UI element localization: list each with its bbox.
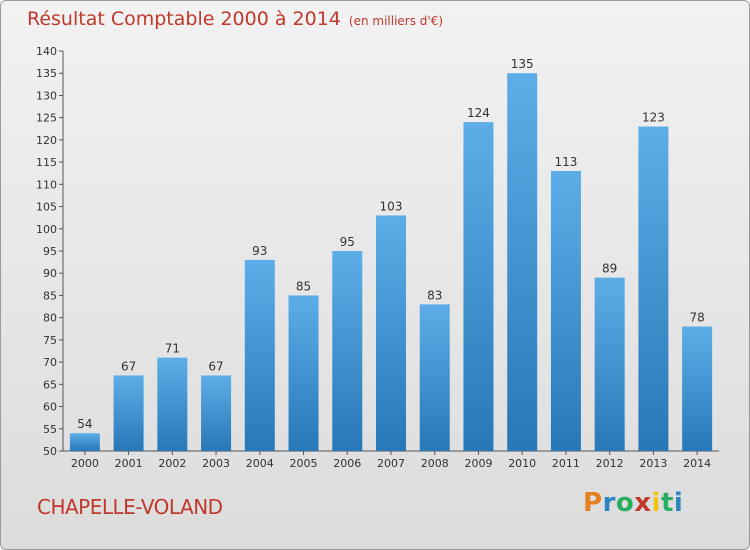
proxiti-logo: Proxiti <box>583 488 684 518</box>
x-tick-label-2013: 2013 <box>639 457 667 470</box>
bar-2001 <box>113 375 144 451</box>
y-tick-label: 105 <box>36 201 57 214</box>
chart-unit: (en milliers d'€) <box>348 14 444 28</box>
y-tick-label: 110 <box>36 178 57 191</box>
bar-2008 <box>419 304 450 451</box>
bar-2002 <box>157 357 188 451</box>
x-tick-label-2010: 2010 <box>508 457 536 470</box>
data-label-2006: 95 <box>340 235 355 249</box>
bar-2011 <box>550 171 581 451</box>
y-tick-label: 100 <box>36 223 57 236</box>
bars: 54 67 71 67 93 85 95 103 83 124 135 113 89 123 78 <box>69 57 713 452</box>
bar-2009 <box>463 122 494 451</box>
data-label-2013: 123 <box>642 111 665 125</box>
y-tick-label: 50 <box>43 445 57 458</box>
y-tick-label: 95 <box>43 245 57 258</box>
x-tick-label-2002: 2002 <box>158 457 186 470</box>
y-tick-label: 70 <box>43 356 57 369</box>
x-tick-label-2006: 2006 <box>333 457 361 470</box>
x-tick-label-2004: 2004 <box>246 457 274 470</box>
y-tick-label: 135 <box>36 67 57 80</box>
x-tick-label-2007: 2007 <box>377 457 405 470</box>
x-tick-label-2001: 2001 <box>115 457 143 470</box>
y-tick-label: 130 <box>36 89 57 102</box>
x-tick-label-2008: 2008 <box>421 457 449 470</box>
x-tick-label-2011: 2011 <box>552 457 580 470</box>
data-label-2001: 67 <box>121 359 136 373</box>
bar-2014 <box>682 326 713 451</box>
y-tick-label: 85 <box>43 289 57 302</box>
bar-2010 <box>507 73 538 451</box>
place-name: CHAPELLE-VOLAND <box>37 495 223 519</box>
data-label-2008: 83 <box>427 288 442 302</box>
x-tick-label-2012: 2012 <box>596 457 624 470</box>
bar-2004 <box>244 259 275 451</box>
x-tick-label-2014: 2014 <box>683 457 711 470</box>
bar-2000 <box>69 433 100 451</box>
y-tick-label: 90 <box>43 267 57 280</box>
y-tick-label: 75 <box>43 334 57 347</box>
bar-2013 <box>638 126 669 452</box>
y-tick-label: 140 <box>36 45 57 58</box>
chart-title: Résultat Comptable 2000 à 2014 (en millie… <box>27 8 443 30</box>
data-label-2011: 113 <box>554 155 577 169</box>
y-tick-label: 55 <box>43 423 57 436</box>
x-tick-label-2005: 2005 <box>290 457 318 470</box>
bar-2006 <box>332 251 363 451</box>
y-tick-label: 60 <box>43 401 57 414</box>
x-tick-label-2003: 2003 <box>202 457 230 470</box>
bar-2003 <box>201 375 232 451</box>
y-tick-label: 115 <box>36 156 57 169</box>
x-tick-label-2009: 2009 <box>464 457 492 470</box>
y-tick-label: 65 <box>43 378 57 391</box>
bar-2012 <box>594 277 625 451</box>
bar-2005 <box>288 295 319 451</box>
y-tick-label: 125 <box>36 112 57 125</box>
bar-2007 <box>376 215 406 451</box>
data-label-2010: 135 <box>511 57 534 71</box>
data-label-2000: 54 <box>77 417 92 431</box>
data-label-2002: 71 <box>165 342 180 356</box>
x-tick-label-2000: 2000 <box>71 457 99 470</box>
y-tick-label: 120 <box>36 134 57 147</box>
data-label-2007: 103 <box>380 199 403 213</box>
chart-title-text: Résultat Comptable 2000 à 2014 <box>27 8 341 30</box>
data-label-2009: 124 <box>467 106 490 120</box>
data-label-2005: 85 <box>296 279 311 293</box>
data-label-2014: 78 <box>689 311 704 325</box>
data-label-2003: 67 <box>208 359 223 373</box>
data-label-2004: 93 <box>252 244 267 258</box>
data-label-2012: 89 <box>602 262 617 276</box>
y-tick-label: 80 <box>43 312 57 325</box>
